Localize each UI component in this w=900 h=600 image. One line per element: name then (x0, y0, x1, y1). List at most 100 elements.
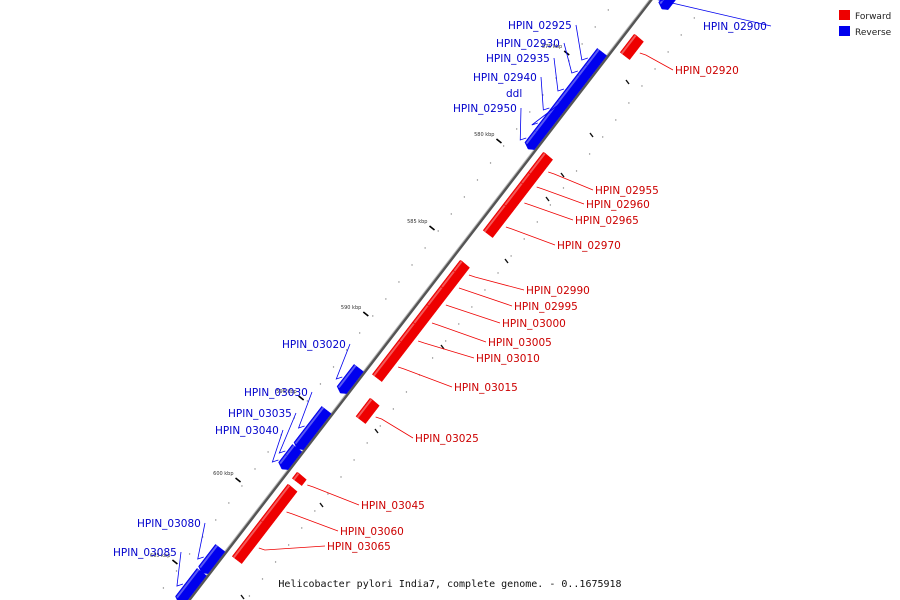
scale-dot (463, 196, 466, 198)
label-leader (418, 340, 475, 359)
gene-shading (503, 182, 523, 207)
scale-dot (549, 204, 552, 206)
gene-shading (199, 544, 218, 569)
scale-dot (274, 561, 277, 563)
scale-dot (332, 366, 335, 368)
legend-forward-label: Forward (855, 12, 891, 22)
gene-label-hpin-03035[interactable]: HPIN_03035 (228, 408, 292, 420)
gene-label-hpin-03000[interactable]: HPIN_03000 (502, 318, 566, 330)
scale-tick (235, 477, 242, 483)
gene-label-hpin-02955[interactable]: HPIN_02955 (595, 185, 659, 197)
scale-dots (162, 9, 696, 597)
gene-label-hpin-02935[interactable]: HPIN_02935 (486, 53, 550, 65)
gene-label-hpin-02970[interactable]: HPIN_02970 (557, 240, 621, 252)
gene-label-ddl[interactable]: ddl (506, 88, 522, 100)
gene-hpin-02920[interactable] (619, 34, 644, 61)
scale-dot (411, 264, 413, 266)
gene-label-hpin-03010[interactable]: HPIN_03010 (476, 353, 540, 365)
label-leader (639, 52, 674, 71)
scale-dot (319, 383, 322, 385)
gene-label-hpin-02925[interactable]: HPIN_02925 (508, 20, 572, 32)
gene-label-hpin-03085[interactable]: HPIN_03085 (113, 547, 177, 559)
label-leaders (176, 0, 772, 587)
gene-hpin-03025[interactable] (355, 398, 380, 425)
gene-label-hpin-02950[interactable]: HPIN_02950 (453, 103, 517, 115)
gene-hpin-03020[interactable] (336, 363, 364, 394)
gene-hpin-03045[interactable] (291, 472, 307, 487)
scale-dot (693, 17, 696, 19)
gene-shading (356, 398, 373, 419)
gene-hpin-03015[interactable] (371, 340, 409, 383)
gene-hpin-03085[interactable] (175, 567, 207, 600)
scale-dot (602, 136, 604, 138)
scale-dot (471, 306, 473, 308)
scale-dot (458, 323, 460, 325)
gene-label-hpin-03025[interactable]: HPIN_03025 (415, 433, 479, 445)
scale-dot (254, 468, 256, 470)
gene-labels: HPIN_02900 HPIN_02920 HPIN_02925 HPIN_02930… (113, 20, 767, 559)
label-leader (445, 304, 501, 324)
scale-minor-tick (560, 172, 565, 178)
scale-dot (261, 578, 264, 580)
gene-label-hpin-03045[interactable]: HPIN_03045 (361, 500, 425, 512)
label-leader (271, 429, 284, 463)
scale-dot (175, 570, 178, 572)
gene-label-hpin-02900[interactable]: HPIN_02900 (703, 21, 767, 33)
gene-label-hpin-03030[interactable]: HPIN_03030 (244, 387, 308, 399)
gene-label-hpin-02995[interactable]: HPIN_02995 (514, 301, 578, 313)
scale-tick (495, 138, 502, 144)
scale-dot (575, 170, 578, 172)
gene-shading (483, 204, 506, 233)
gene-hpin-03030[interactable] (293, 405, 332, 450)
gene-label-hpin-03020[interactable]: HPIN_03020 (282, 339, 346, 351)
label-leader (258, 545, 326, 551)
gene-shading (260, 484, 291, 523)
label-leader (548, 171, 594, 191)
scale-tick (429, 225, 436, 231)
gene-shading (176, 568, 200, 599)
gene-hpin-03060[interactable] (259, 484, 298, 529)
scale-dot (327, 493, 329, 495)
gene-hpin-02970[interactable] (482, 204, 514, 239)
gene-label-hpin-02940[interactable]: HPIN_02940 (473, 72, 537, 84)
gene-shading (534, 112, 551, 133)
scale-dot (628, 102, 630, 104)
gene-shading (557, 74, 580, 103)
gene-label-hpin-03065[interactable]: HPIN_03065 (327, 541, 391, 553)
gene-label-hpin-02920[interactable]: HPIN_02920 (675, 65, 739, 77)
gene-body (482, 204, 514, 239)
scale-dot (379, 425, 381, 427)
gene-body (293, 405, 332, 450)
scale-dot (188, 553, 191, 555)
label-leader (398, 366, 453, 388)
gene-label-hpin-02960[interactable]: HPIN_02960 (586, 199, 650, 211)
gene-body (291, 472, 307, 487)
scale-dot (405, 391, 408, 393)
label-leader (307, 484, 360, 506)
gene-hpin-03065[interactable] (231, 520, 270, 565)
gene-label-hpin-03005[interactable]: HPIN_03005 (488, 337, 552, 349)
gene-hpin-03080[interactable] (198, 543, 226, 574)
gene-label-hpin-03015[interactable]: HPIN_03015 (454, 382, 518, 394)
scale-minor-tick (545, 196, 550, 202)
gene-hpin-02900[interactable] (658, 0, 679, 10)
scale-minor-tick (625, 79, 630, 85)
scale-dot (301, 527, 303, 529)
gene-hpin-02950[interactable] (524, 129, 544, 150)
gene-label-hpin-02965[interactable]: HPIN_02965 (575, 215, 639, 227)
scale-dot (536, 221, 538, 223)
scale-dot (484, 289, 486, 291)
gene-shading (399, 322, 415, 343)
gene-label-hpin-03080[interactable]: HPIN_03080 (137, 518, 201, 530)
scale-tick-label: 605 kbp (150, 553, 170, 559)
label-leader (197, 522, 206, 560)
gene-label-hpin-02930[interactable]: HPIN_02930 (496, 38, 560, 50)
gene-label-hpin-03060[interactable]: HPIN_03060 (340, 526, 404, 538)
scale-dot (523, 238, 525, 240)
gene-label-hpin-03040[interactable]: HPIN_03040 (215, 425, 279, 437)
gene-hpin-03040[interactable] (278, 453, 295, 470)
scale-dot (562, 187, 565, 189)
scale-dot (607, 9, 610, 11)
scale-minor-tick (504, 258, 509, 264)
gene-label-hpin-02990[interactable]: HPIN_02990 (526, 285, 590, 297)
